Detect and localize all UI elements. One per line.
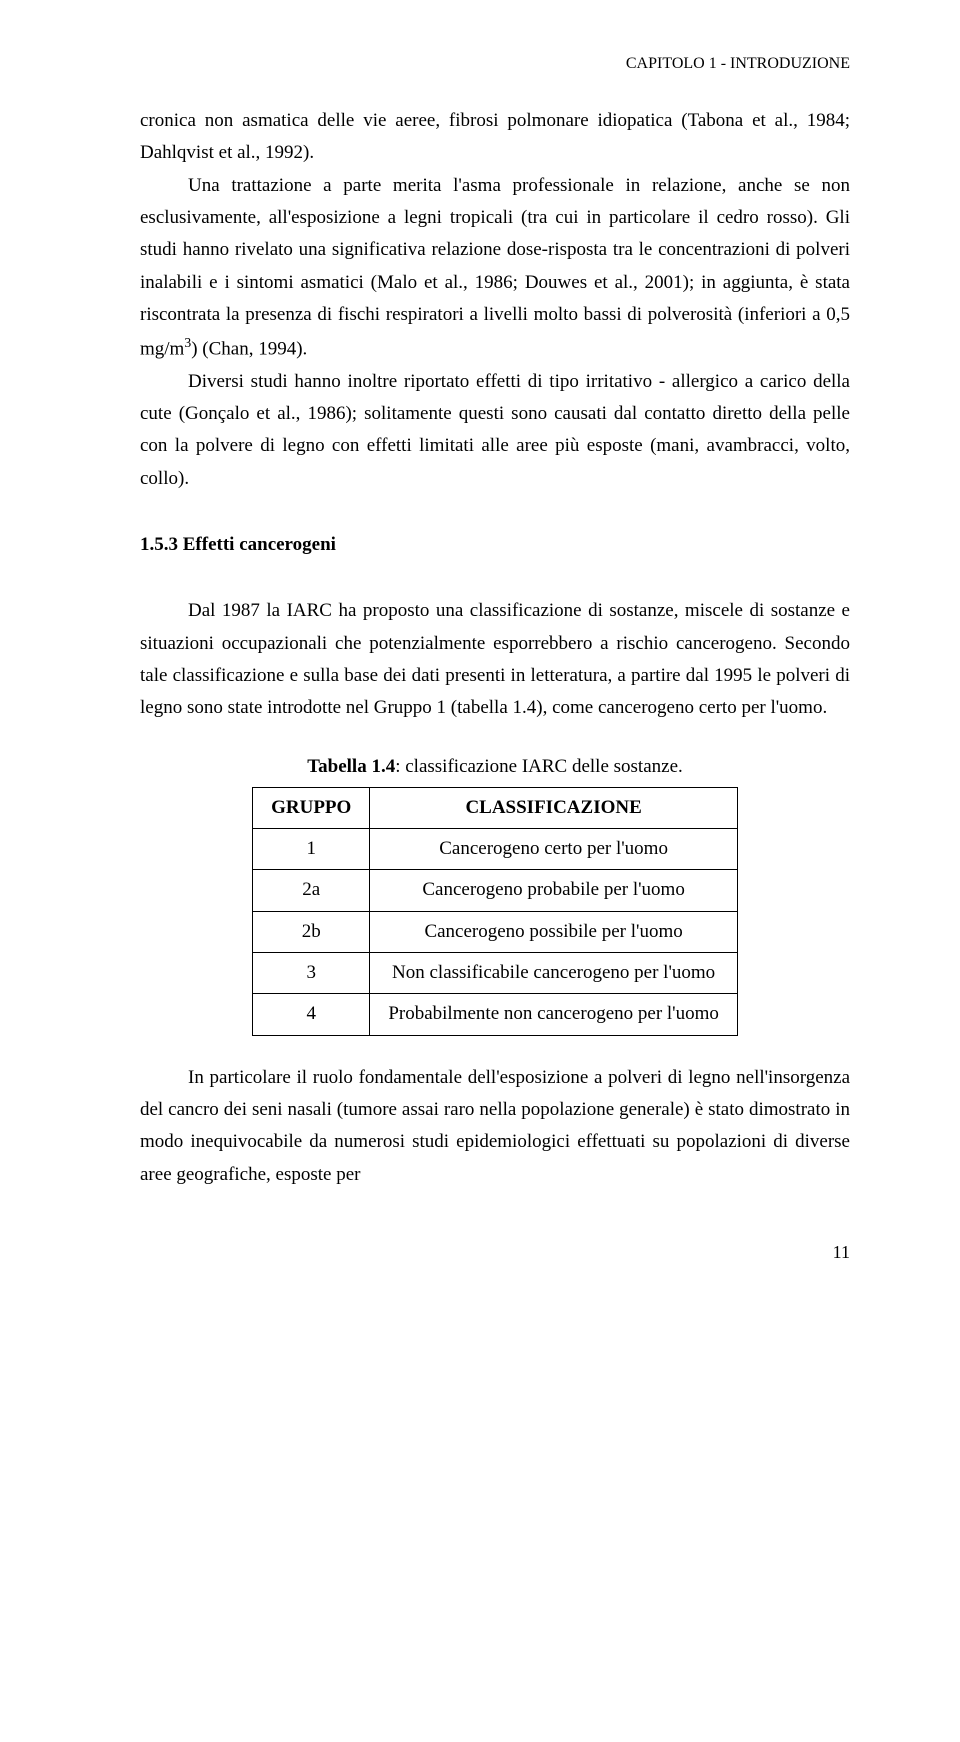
- paragraph-continuation: cronica non asmatica delle vie aeree, fi…: [140, 105, 850, 170]
- cell-classification: Cancerogeno certo per l'uomo: [370, 829, 738, 870]
- cell-group: 1: [253, 829, 370, 870]
- paragraph-nasal-cancer: In particolare il ruolo fondamentale del…: [140, 1062, 850, 1191]
- chapter-header: CAPITOLO 1 - INTRODUZIONE: [140, 50, 850, 77]
- table-header-row: GRUPPO CLASSIFICAZIONE: [253, 787, 738, 828]
- para-text-b: ) (Chan, 1994).: [191, 339, 307, 360]
- paragraph-iarc: Dal 1987 la IARC ha proposto una classif…: [140, 595, 850, 724]
- iarc-classification-table: GRUPPO CLASSIFICAZIONE 1Cancerogeno cert…: [252, 787, 738, 1036]
- cell-classification: Cancerogeno probabile per l'uomo: [370, 870, 738, 911]
- cell-classification: Probabilmente non cancerogeno per l'uomo: [370, 994, 738, 1035]
- section-heading: 1.5.3 Effetti cancerogeni: [140, 529, 850, 561]
- col-header-group: GRUPPO: [253, 787, 370, 828]
- cell-group: 2a: [253, 870, 370, 911]
- cell-group: 4: [253, 994, 370, 1035]
- para-text-a: Una trattazione a parte merita l'asma pr…: [140, 175, 850, 360]
- table-row: 2aCancerogeno probabile per l'uomo: [253, 870, 738, 911]
- table-row: 2bCancerogeno possibile per l'uomo: [253, 911, 738, 952]
- table-row: 1Cancerogeno certo per l'uomo: [253, 829, 738, 870]
- table-row: 3Non classificabile cancerogeno per l'uo…: [253, 953, 738, 994]
- paragraph-skin-effects: Diversi studi hanno inoltre riportato ef…: [140, 366, 850, 495]
- col-header-classification: CLASSIFICAZIONE: [370, 787, 738, 828]
- cell-classification: Non classificabile cancerogeno per l'uom…: [370, 953, 738, 994]
- page-number: 11: [140, 1237, 850, 1268]
- table-row: 4Probabilmente non cancerogeno per l'uom…: [253, 994, 738, 1035]
- table-caption-label: Tabella 1.4: [307, 756, 395, 777]
- cell-group: 2b: [253, 911, 370, 952]
- cell-classification: Cancerogeno possibile per l'uomo: [370, 911, 738, 952]
- paragraph-asthma: Una trattazione a parte merita l'asma pr…: [140, 170, 850, 366]
- table-caption-text: : classificazione IARC delle sostanze.: [395, 756, 683, 777]
- table-caption: Tabella 1.4: classificazione IARC delle …: [140, 751, 850, 783]
- cell-group: 3: [253, 953, 370, 994]
